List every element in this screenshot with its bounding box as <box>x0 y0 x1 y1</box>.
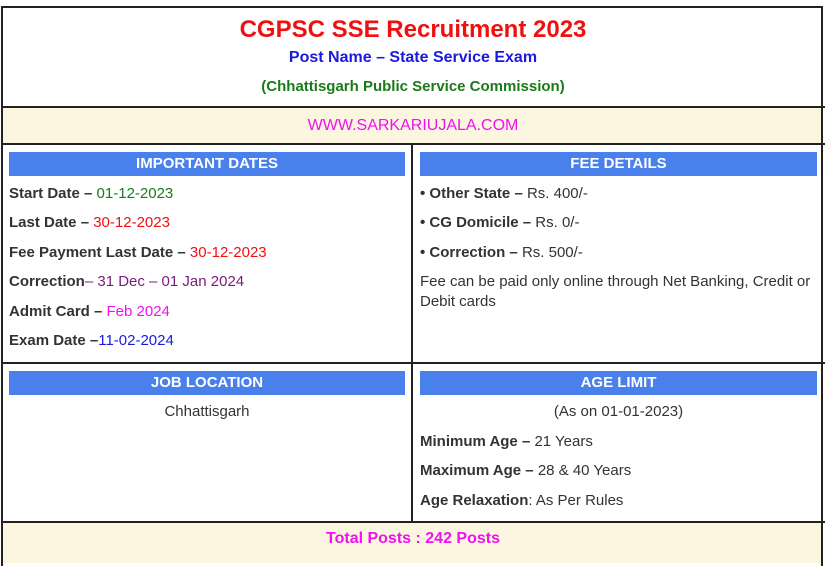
age-row: Minimum Age – 21 Years <box>420 433 593 450</box>
date-row-label: Admit Card – <box>9 302 107 320</box>
date-row-label: Fee Payment Last Date – <box>9 243 190 261</box>
age-limit-heading: AGE LIMIT <box>420 371 817 395</box>
age-row-value: : As Per Rules <box>528 491 624 509</box>
page-title: CGPSC SSE Recruitment 2023 <box>239 16 587 43</box>
column-divider <box>411 144 413 522</box>
organization: (Chhattisgarh Public Service Commission) <box>261 78 565 95</box>
fee-row-value: Rs. 500/- <box>521 243 583 261</box>
date-row: Exam Date –11-02-2024 <box>9 332 174 349</box>
fee-details-heading: FEE DETAILS <box>420 152 817 176</box>
date-row: Correction– 31 Dec – 01 Jan 2024 <box>9 273 244 290</box>
job-location-heading: JOB LOCATION <box>9 371 405 395</box>
age-row-label: Maximum Age – <box>420 462 538 480</box>
date-row-label: Last Date – <box>9 214 94 232</box>
divider <box>1 143 825 145</box>
date-row-value: 30-12-2023 <box>189 243 267 261</box>
fee-row-value: Rs. 0/- <box>535 214 580 232</box>
total-posts: Total Posts : 242 Posts <box>326 530 500 547</box>
fee-note: Fee can be paid only online through Net … <box>420 273 811 310</box>
date-row-label: Exam Date – <box>9 332 99 349</box>
website-link[interactable]: WWW.SARKARIUJALA.COM <box>307 117 519 134</box>
important-dates-heading: IMPORTANT DATES <box>9 152 405 176</box>
fee-row-label: • Other State – <box>420 185 527 202</box>
fee-row-value: Rs. 400/- <box>526 185 588 202</box>
website-row-bg <box>3 108 823 144</box>
divider <box>1 521 825 523</box>
recruitment-table <box>1 6 823 566</box>
date-row-label: Correction <box>9 273 85 291</box>
date-row: Fee Payment Last Date – 30-12-2023 <box>9 244 267 261</box>
fee-row: • Correction – Rs. 500/- <box>420 244 583 261</box>
age-row: Maximum Age – 28 & 40 Years <box>420 462 631 479</box>
divider <box>1 362 825 364</box>
age-row-value: 28 & 40 Years <box>537 462 632 480</box>
age-row: Age Relaxation: As Per Rules <box>420 492 623 509</box>
fee-row: • Other State – Rs. 400/- <box>420 185 588 202</box>
age-row-label: Age Relaxation <box>420 491 529 509</box>
age-row-value: 21 Years <box>534 433 593 450</box>
date-row: Last Date – 30-12-2023 <box>9 214 170 231</box>
fee-row: • CG Domicile – Rs. 0/- <box>420 214 579 231</box>
total-row-bg <box>3 523 823 563</box>
date-row: Start Date – 01-12-2023 <box>9 185 173 202</box>
date-row-value: – 31 Dec – 01 Jan 2024 <box>84 273 245 291</box>
date-row-value: 01-12-2023 <box>96 185 174 202</box>
date-row-value: 30-12-2023 <box>93 214 170 232</box>
date-row-value: Feb 2024 <box>106 302 170 320</box>
fee-row-label: • CG Domicile – <box>420 214 536 232</box>
date-row-label: Start Date – <box>9 185 97 202</box>
fee-row-label: • Correction – <box>420 243 522 261</box>
job-location-value: Chhattisgarh <box>164 403 250 420</box>
post-name: Post Name – State Service Exam <box>288 49 538 66</box>
divider <box>1 106 825 108</box>
age-as-on: (As on 01-01-2023) <box>553 403 684 420</box>
date-row-value: 11-02-2024 <box>98 332 174 349</box>
date-row: Admit Card – Feb 2024 <box>9 303 170 320</box>
age-row-label: Minimum Age – <box>420 433 535 450</box>
